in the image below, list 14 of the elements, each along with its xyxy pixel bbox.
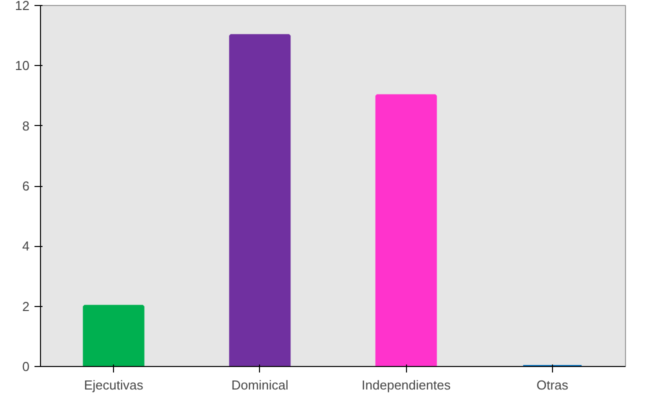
bar [82, 304, 144, 366]
y-tick-label: 6 [22, 178, 30, 194]
y-tick-label: 10 [15, 58, 30, 74]
x-tick-label: Dominical [231, 378, 289, 392]
x-tick-label: Independientes [362, 378, 452, 392]
bar [375, 94, 437, 366]
y-tick-label: 12 [15, 0, 30, 13]
y-tick-label: 4 [22, 238, 30, 254]
y-tick-label: 0 [22, 359, 30, 374]
y-tick-label: 8 [22, 118, 30, 134]
x-tick-label: Otras [536, 378, 569, 392]
x-tick-label: Ejecutivas [84, 378, 144, 392]
bar [229, 34, 291, 366]
y-tick-label: 2 [22, 298, 30, 314]
